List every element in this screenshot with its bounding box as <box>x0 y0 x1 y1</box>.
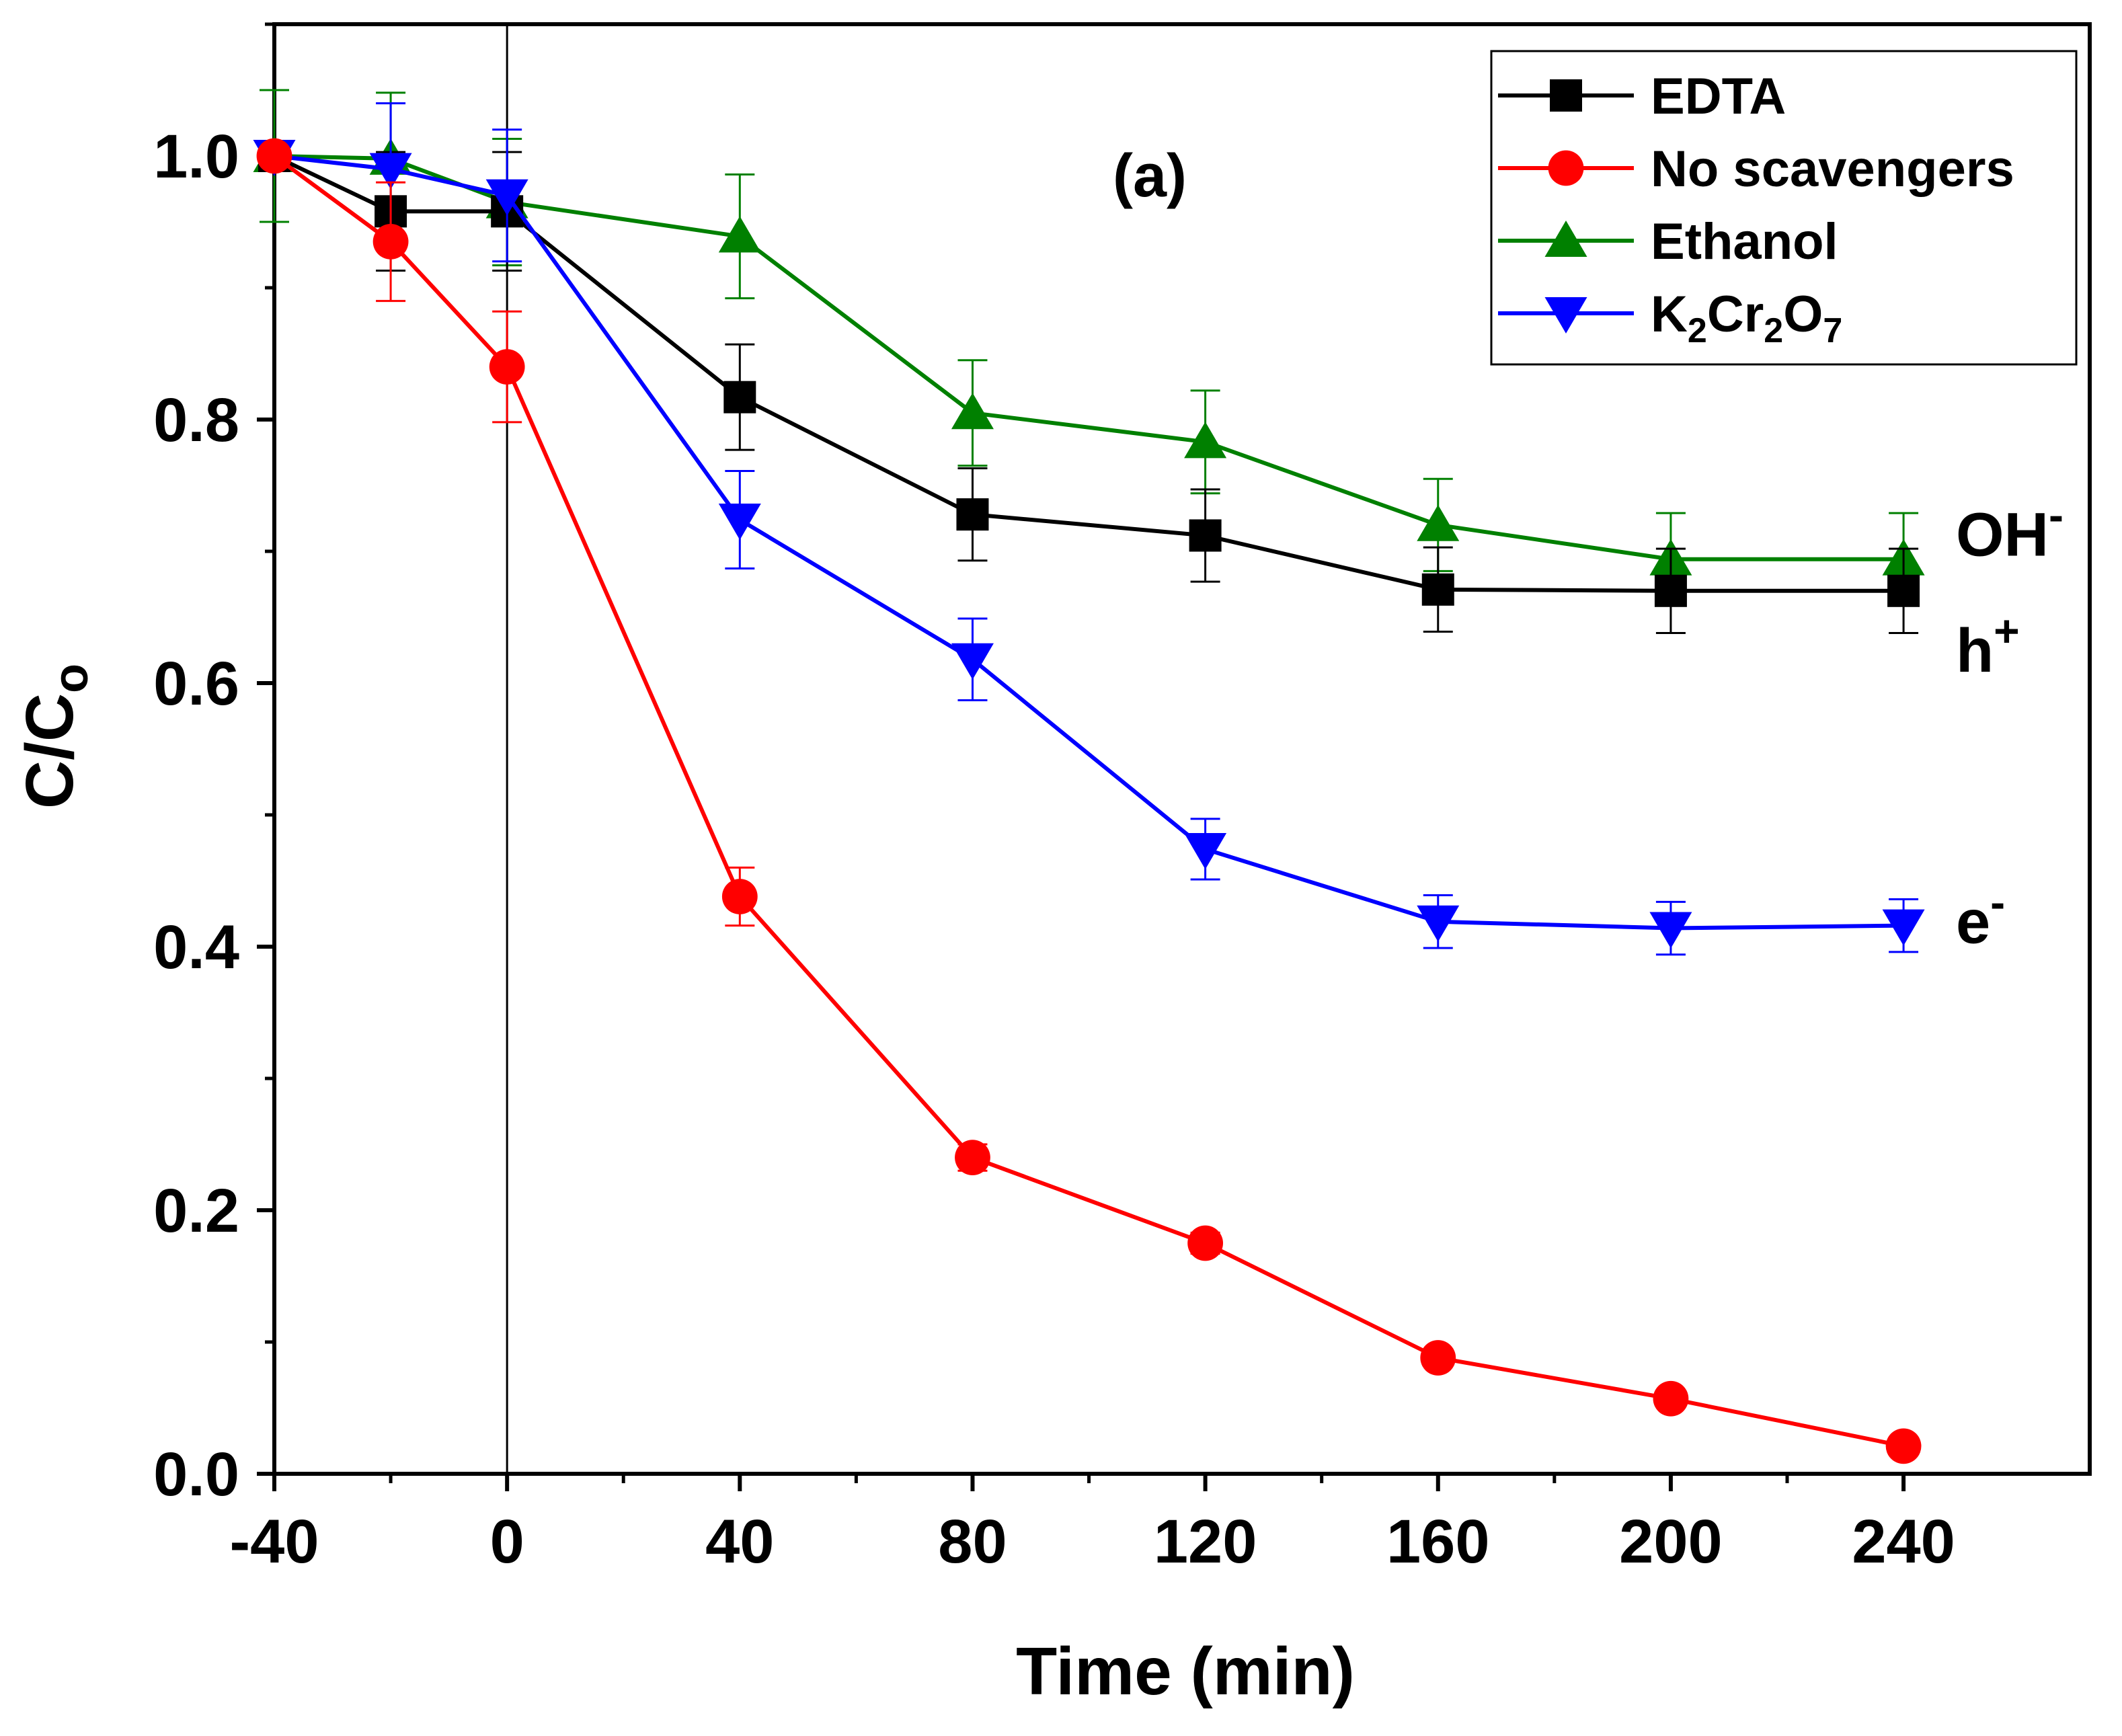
species-annotations: OH-h+e- <box>1956 489 2064 956</box>
y-tick-label: 0.6 <box>153 649 239 718</box>
data-point <box>718 503 761 540</box>
data-point <box>723 381 756 413</box>
y-tick-label: 0.8 <box>153 386 239 455</box>
series-no-scavengers <box>256 138 1922 1464</box>
legend-entry: Ethanol <box>1498 213 1838 270</box>
data-point <box>956 498 989 531</box>
legend-text-part: Ethanol <box>1651 213 1838 270</box>
x-tick-label: -40 <box>230 1507 319 1576</box>
y-tick-label: 1.0 <box>153 122 239 191</box>
legend-marker <box>1550 79 1582 112</box>
y-tick-label: 0.2 <box>153 1177 239 1245</box>
legend-label: Ethanol <box>1651 213 1838 270</box>
legend-entry: K2Cr2O7 <box>1498 286 1842 350</box>
data-point <box>1653 1380 1689 1417</box>
data-point <box>1654 574 1687 607</box>
data-point <box>1187 1225 1224 1261</box>
y-tick-label: 0.0 <box>153 1440 239 1509</box>
legend-subscript: 2 <box>1764 311 1783 350</box>
legend-label: No scavengers <box>1651 141 2014 198</box>
legend-label: EDTA <box>1651 68 1786 125</box>
x-tick-label: 0 <box>490 1507 524 1576</box>
legend-label: K2Cr2O7 <box>1651 286 1842 350</box>
x-tick-label: 80 <box>938 1507 1007 1576</box>
legend-text-part: No scavengers <box>1651 141 2014 198</box>
data-point <box>1421 573 1454 606</box>
data-point <box>369 153 412 190</box>
y-tick-label: 0.4 <box>153 913 239 982</box>
panel-label: (a) <box>1113 143 1187 210</box>
legend-text-part: EDTA <box>1651 68 1786 125</box>
legend-text-part: O <box>1783 286 1823 343</box>
y-axis-title-group: C/Co <box>12 664 98 809</box>
x-axis-title: Time (min) <box>1016 1634 1355 1709</box>
data-point <box>1417 905 1460 942</box>
data-point <box>1887 574 1920 607</box>
axis-ticks: -40 0 40 80 120 160 200 240 0.0 0.2 0.4 0.6 0.8 1.0 <box>153 22 1955 1576</box>
legend-subscript: 7 <box>1823 311 1842 350</box>
species-charge: - <box>2049 489 2064 539</box>
data-point <box>955 1140 990 1175</box>
data-point <box>256 138 292 174</box>
plot-border <box>272 22 2092 1476</box>
x-tick-label: 160 <box>1386 1507 1490 1576</box>
legend-marker <box>1544 297 1587 333</box>
data-point <box>718 216 761 253</box>
series-layer <box>253 89 1925 1464</box>
data-point <box>1649 912 1692 949</box>
data-point <box>721 879 758 914</box>
species-charge: + <box>1994 606 2020 656</box>
y-axis-title-sub: o <box>44 664 98 693</box>
legend-subscript: 2 <box>1688 311 1707 350</box>
data-point <box>1184 422 1227 459</box>
data-point <box>951 643 994 680</box>
x-tick-label: 120 <box>1154 1507 1257 1576</box>
data-point <box>1417 504 1460 541</box>
data-point <box>1882 909 1925 946</box>
species-charge: - <box>1990 877 2005 927</box>
x-tick-label: 240 <box>1852 1507 1955 1576</box>
data-point <box>1189 519 1222 552</box>
y-axis-title-main: C/C <box>12 693 87 809</box>
data-point <box>951 393 994 430</box>
species-label: OH- <box>1956 489 2064 569</box>
legend-text-part: Cr <box>1707 286 1764 343</box>
species-symbol: OH <box>1956 500 2049 569</box>
data-point <box>1885 1428 1922 1464</box>
data-point <box>372 224 409 260</box>
species-symbol: e <box>1956 888 1990 957</box>
species-label: h+ <box>1956 606 2020 685</box>
data-point <box>485 179 528 216</box>
x-tick-label: 40 <box>705 1507 774 1576</box>
x-tick-label: 200 <box>1619 1507 1723 1576</box>
legend-marker <box>1544 221 1587 257</box>
species-symbol: h <box>1956 617 1994 685</box>
data-point <box>489 349 525 385</box>
legend-text-part: K <box>1651 286 1688 343</box>
legend-entry: EDTA <box>1498 68 1786 125</box>
data-point <box>1420 1340 1456 1376</box>
legend-marker <box>1548 150 1584 186</box>
y-axis-title: C/Co <box>12 664 98 809</box>
legend-entry: No scavengers <box>1498 141 2014 198</box>
species-label: e- <box>1956 877 2005 957</box>
data-point <box>1184 832 1227 869</box>
plot-frame <box>272 22 2092 1476</box>
